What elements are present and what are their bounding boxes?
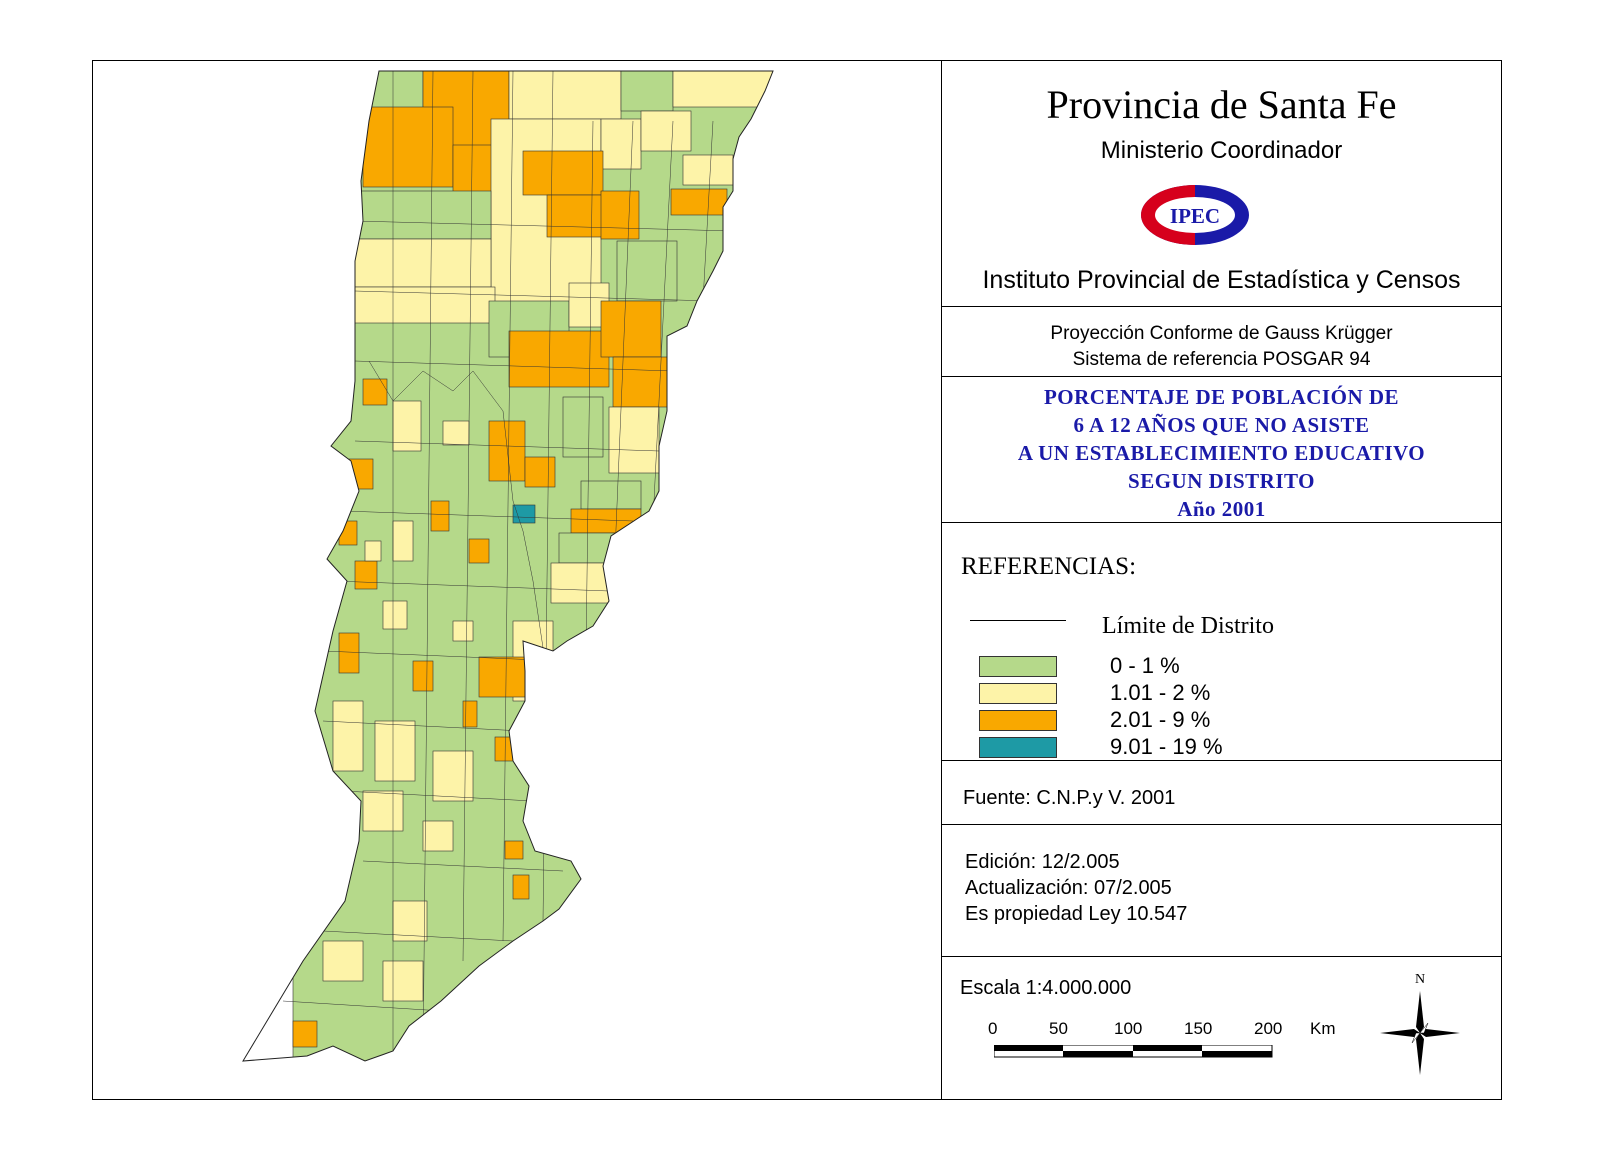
legend-title: REFERENCIAS: [961, 553, 1137, 580]
projection-line-1: Proyección Conforme de Gauss Krügger [1050, 323, 1393, 344]
scale-tick-150: 150 [1184, 1019, 1213, 1038]
update-date: Actualización: 07/2.005 [965, 877, 1172, 899]
logo-text: IPEC [1170, 204, 1220, 228]
legend-section: REFERENCIAS: Límite de Distrito 0 - 1 % … [942, 523, 1501, 761]
legend-swatch-2-9 [979, 710, 1057, 731]
scale-tick-200: 200 [1254, 1019, 1283, 1038]
ministry-name: Ministerio Coordinador [1100, 137, 1343, 164]
district-boundary-symbol [970, 620, 1066, 621]
north-arrow-icon: N [1380, 972, 1460, 1075]
scale-section: Escala 1:4.000.000 0 50 100 150 200 Km N [942, 957, 1501, 1099]
legend-label-1-2: 1.01 - 2 % [1110, 680, 1211, 705]
scale-bar [994, 1045, 1273, 1058]
north-label: N [1415, 972, 1425, 987]
institute-name: Instituto Provincial de Estadística y Ce… [982, 266, 1461, 294]
legend-label-0-1: 0 - 1 % [1110, 653, 1180, 678]
province-map [242, 70, 774, 1062]
theme-section: PORCENTAJE DE POBLACIÓN DE 6 A 12 AÑOS Q… [942, 377, 1501, 523]
map-title: Provincia de Santa Fe [1046, 82, 1397, 127]
scale-title: Escala 1:4.000.000 [960, 977, 1132, 999]
source-section: Fuente: C.N.P.y V. 2001 [942, 761, 1501, 825]
map-area [93, 61, 941, 1099]
ipec-logo: IPEC [1141, 185, 1249, 245]
theme-line-3: A UN ESTABLECIMIENTO EDUCATIVO [1017, 441, 1426, 465]
legend-label-2-9: 2.01 - 9 % [1110, 707, 1211, 732]
source-text: Fuente: C.N.P.y V. 2001 [963, 787, 1176, 809]
scale-unit: Km [1310, 1019, 1336, 1038]
legend-label-9-19: 9.01 - 19 % [1110, 734, 1223, 759]
edition-section: Edición: 12/2.005 Actualización: 07/2.00… [942, 825, 1501, 957]
legend-panel: Provincia de Santa Fe Ministerio Coordin… [941, 61, 1501, 1099]
scale-tick-50: 50 [1049, 1019, 1068, 1038]
map-layout-frame: Provincia de Santa Fe Ministerio Coordin… [92, 60, 1502, 1100]
edition-date: Edición: 12/2.005 [965, 851, 1120, 873]
scale-tick-0: 0 [988, 1019, 998, 1038]
header-section: Provincia de Santa Fe Ministerio Coordin… [942, 61, 1501, 307]
theme-year: Año 2001 [1177, 497, 1266, 521]
legend-swatch-9-19 [979, 737, 1057, 758]
theme-line-2: 6 A 12 AÑOS QUE NO ASISTE [1073, 413, 1370, 437]
district-boundary-label: Límite de Distrito [1102, 613, 1274, 639]
legend-swatch-1-2 [979, 683, 1057, 704]
projection-section: Proyección Conforme de Gauss Krügger Sis… [942, 307, 1501, 377]
theme-line-1: PORCENTAJE DE POBLACIÓN DE [1043, 385, 1400, 409]
theme-line-4: SEGUN DISTRITO [1128, 469, 1315, 493]
projection-line-2: Sistema de referencia POSGAR 94 [1072, 349, 1371, 370]
property-law: Es propiedad Ley 10.547 [965, 903, 1188, 925]
legend-swatch-0-1 [979, 656, 1057, 677]
scale-tick-100: 100 [1114, 1019, 1143, 1038]
